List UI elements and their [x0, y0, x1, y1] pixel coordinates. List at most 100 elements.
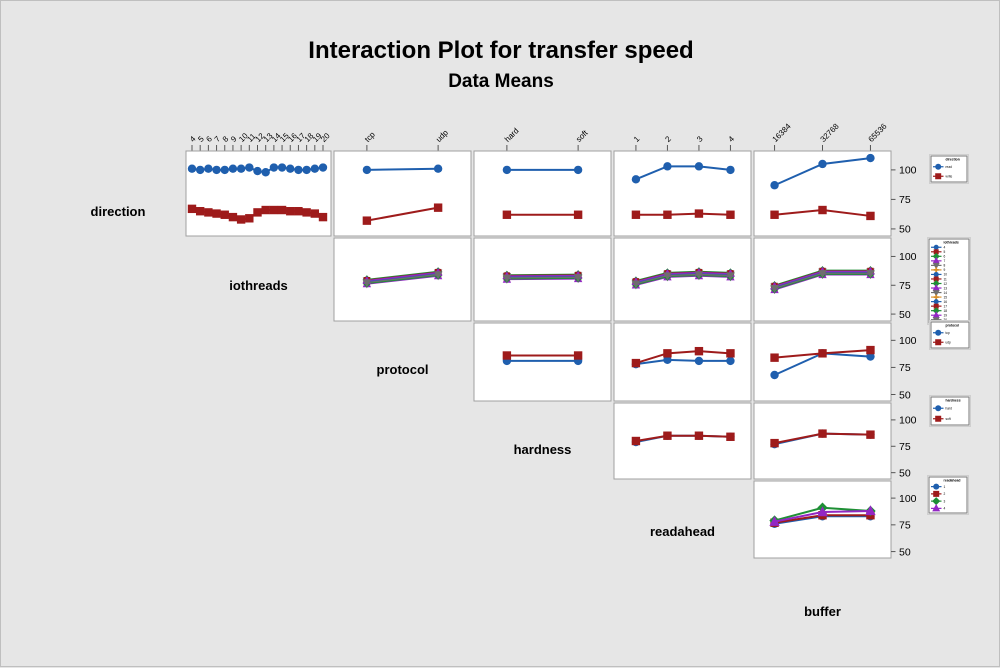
right-axis-row-protocol: 100 75 50 — [891, 335, 917, 401]
data-point — [726, 165, 735, 175]
data-point — [502, 274, 512, 283]
factor-label-hardness: hardness — [513, 442, 572, 457]
legend-item-16: 16 — [931, 299, 947, 305]
legend-item-write: write — [933, 173, 952, 180]
series-line — [635, 350, 731, 365]
data-point — [195, 207, 205, 216]
legend-item-label: 15 — [944, 295, 948, 299]
legend-item-6: 6 — [931, 252, 946, 260]
data-point — [212, 209, 221, 218]
series-line — [635, 272, 731, 284]
top-axis-hardness: hard soft — [503, 126, 590, 151]
data-point — [866, 211, 875, 221]
axis-tick-label: 8 — [221, 134, 231, 144]
cell-direction-buffer — [753, 150, 892, 237]
data-point — [769, 515, 780, 526]
series-line — [366, 272, 439, 283]
legend-item-14: 14 — [931, 290, 947, 297]
legend-item-label: udp — [946, 341, 952, 345]
legend-item-label: 4 — [944, 246, 946, 250]
legend-item-label: 17 — [944, 304, 948, 308]
legend-item-label: soft — [946, 417, 951, 421]
series-line — [506, 274, 579, 277]
data-point — [236, 215, 246, 224]
legend-item-4: 4 — [931, 503, 946, 512]
data-point — [866, 270, 875, 278]
legend-item-hard: hard — [933, 405, 952, 412]
axis-tick-label: soft — [574, 128, 590, 144]
legend-item-8: 8 — [931, 262, 946, 270]
data-point — [933, 294, 939, 300]
top-axis-buffer: 16384 32768 65536 — [771, 121, 889, 151]
cell-hardness-readahead — [613, 402, 752, 480]
data-point — [362, 216, 372, 225]
data-point — [770, 210, 779, 219]
data-point — [726, 356, 735, 366]
data-point — [362, 279, 372, 288]
axis-tick-label: 6 — [204, 134, 214, 144]
data-point — [294, 207, 303, 216]
axis-tick-label: 5 — [196, 134, 206, 144]
factor-label-direction: direction — [90, 204, 146, 219]
axis-tick-label: 50 — [899, 389, 911, 401]
data-point — [866, 153, 875, 163]
data-point — [310, 164, 320, 173]
series-line — [366, 206, 439, 222]
legend-item-label: 18 — [944, 309, 948, 313]
series-line — [635, 273, 731, 285]
cell-direction-protocol — [333, 150, 472, 237]
data-point — [726, 349, 735, 358]
data-point — [933, 276, 939, 282]
data-point — [935, 329, 942, 336]
data-point — [573, 210, 583, 219]
right-axis-row-iothreads: 100 75 50 — [891, 251, 917, 321]
legend-hardness: hardness hard soft — [929, 395, 971, 427]
factor-label-protocol: protocol — [376, 362, 429, 377]
data-point — [286, 207, 295, 216]
legend-item-10: 10 — [931, 271, 947, 277]
data-point — [866, 430, 875, 439]
data-point — [277, 163, 287, 172]
series-protocol-udp — [631, 346, 735, 368]
legend-item-label: 12 — [944, 282, 948, 286]
series-direction-read — [187, 163, 328, 177]
data-point — [187, 204, 197, 214]
series-line — [635, 212, 731, 216]
data-point — [932, 280, 940, 287]
axis-tick-label: 4 — [727, 134, 737, 144]
legend-item-12: 12 — [931, 280, 947, 287]
legend-item-9: 9 — [931, 267, 946, 273]
top-axis-readahead: 1 2 3 4 — [632, 134, 737, 151]
cell-readahead-buffer — [753, 480, 892, 559]
data-point — [932, 290, 940, 297]
data-point — [212, 165, 221, 175]
data-point — [631, 358, 641, 368]
legend-item-label: 19 — [944, 314, 948, 318]
axis-tick-label: 75 — [899, 280, 911, 292]
data-point — [818, 205, 827, 215]
data-point — [220, 165, 229, 175]
data-point — [694, 209, 704, 218]
legend-item-label: 4 — [944, 507, 946, 511]
cell-background — [473, 150, 612, 237]
data-point — [933, 483, 940, 490]
series-line — [366, 274, 439, 285]
series-protocol-udp — [502, 351, 583, 360]
data-point — [195, 165, 205, 175]
axis-tick-label: 3 — [695, 134, 705, 144]
data-point — [187, 164, 197, 173]
data-point — [932, 503, 941, 512]
series-protocol-udp — [770, 345, 875, 362]
legend-title: hardness — [946, 399, 961, 403]
legend-item-udp: udp — [933, 339, 952, 346]
data-point — [726, 272, 735, 281]
data-point — [294, 165, 303, 175]
plot-subtitle: Data Means — [448, 71, 554, 92]
data-point — [631, 436, 641, 446]
legend-item-label: 9 — [944, 268, 946, 272]
data-point — [770, 370, 779, 380]
axis-tick-label: udp — [434, 128, 450, 144]
axis-tick-label: 4 — [188, 134, 198, 144]
data-point — [573, 351, 583, 360]
axis-tick-label: 65536 — [867, 121, 889, 143]
